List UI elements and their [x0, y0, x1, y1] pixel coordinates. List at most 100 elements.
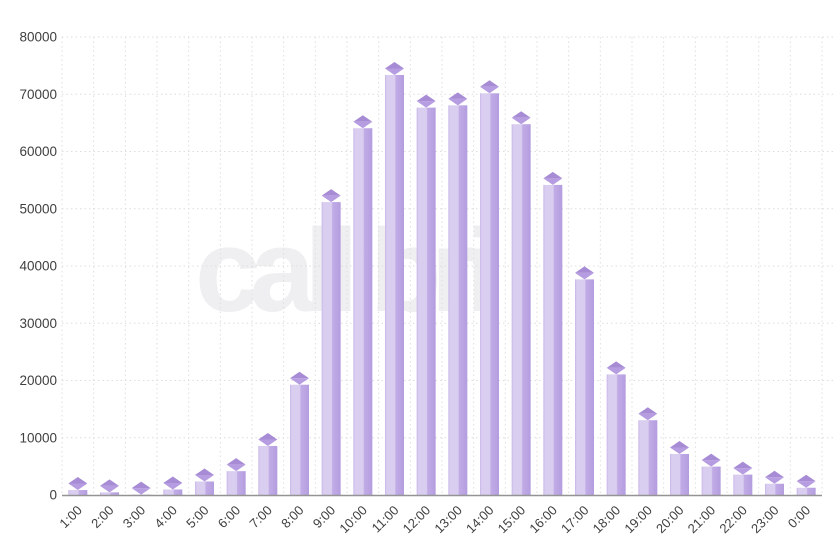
bar-body[interactable]: [321, 202, 341, 495]
bar-cap-bottom[interactable]: [733, 468, 753, 475]
bar-body[interactable]: [480, 93, 499, 496]
bar-3:00[interactable]: [131, 481, 151, 495]
bar-cap-top[interactable]: [765, 470, 784, 478]
bar-22:00[interactable]: [733, 461, 753, 495]
bar-cap-bottom[interactable]: [511, 117, 531, 125]
bar-body[interactable]: [100, 492, 119, 495]
bar-14:00[interactable]: [480, 80, 499, 496]
bar-cap-bottom[interactable]: [163, 482, 183, 490]
bar-cap-bottom[interactable]: [321, 195, 341, 203]
bar-0:00[interactable]: [796, 474, 816, 495]
bar-cap-top[interactable]: [321, 189, 341, 196]
bar-cap-bottom[interactable]: [290, 378, 309, 385]
bar-body[interactable]: [638, 420, 658, 495]
y-tick-label: 70000: [19, 87, 57, 102]
bar-12:00[interactable]: [416, 94, 436, 496]
bar-body[interactable]: [258, 445, 278, 495]
bar-body[interactable]: [448, 105, 468, 495]
bar-cap-bottom[interactable]: [638, 413, 658, 421]
x-tick-label: 11:00: [369, 503, 402, 536]
bar-23:00[interactable]: [765, 470, 784, 495]
bar-cap-top[interactable]: [543, 171, 563, 179]
bar-15:00[interactable]: [511, 111, 531, 495]
bar-cap-top[interactable]: [290, 371, 309, 379]
bar-cap-top[interactable]: [163, 476, 183, 483]
bar-cap-bottom[interactable]: [131, 488, 151, 495]
bar-cap-bottom[interactable]: [100, 485, 119, 493]
bar-cap-bottom[interactable]: [448, 98, 468, 106]
bar-cap-top[interactable]: [258, 432, 278, 440]
bar-body[interactable]: [416, 107, 436, 496]
bar-cap-top[interactable]: [575, 266, 594, 273]
bar-body[interactable]: [163, 489, 183, 495]
bar-cap-bottom[interactable]: [701, 460, 721, 467]
x-tick-label: 3:00: [120, 503, 149, 532]
bar-6:00[interactable]: [226, 458, 246, 495]
bar-cap-bottom[interactable]: [543, 178, 563, 185]
bar-body[interactable]: [796, 487, 816, 495]
bar-cap-top[interactable]: [131, 481, 151, 489]
y-tick-label: 50000: [19, 201, 57, 216]
bar-body[interactable]: [670, 453, 689, 495]
bar-cap-bottom[interactable]: [480, 86, 499, 94]
bar-1:00[interactable]: [68, 477, 88, 495]
bar-cap-bottom[interactable]: [670, 447, 689, 454]
bar-body[interactable]: [606, 374, 626, 495]
bar-body[interactable]: [765, 483, 784, 495]
bar-cap-top[interactable]: [448, 92, 468, 99]
bar-body[interactable]: [290, 384, 309, 495]
bar-body[interactable]: [226, 471, 246, 495]
bar-cap-bottom[interactable]: [68, 483, 88, 491]
bar-cap-bottom[interactable]: [195, 474, 214, 482]
bar-cap-bottom[interactable]: [385, 68, 404, 75]
bar-18:00[interactable]: [606, 361, 626, 495]
bar-body[interactable]: [385, 74, 404, 496]
bar-2:00[interactable]: [100, 479, 119, 495]
bar-8:00[interactable]: [290, 371, 309, 495]
bar-cap-top[interactable]: [480, 80, 499, 87]
bar-cap-top[interactable]: [68, 477, 88, 484]
bar-cap-top[interactable]: [416, 94, 436, 102]
bar-cap-bottom[interactable]: [765, 477, 784, 484]
bar-20:00[interactable]: [670, 440, 689, 495]
bar-10:00[interactable]: [353, 115, 373, 496]
bar-cap-bottom[interactable]: [416, 101, 436, 108]
bar-16:00[interactable]: [543, 171, 563, 495]
bar-cap-bottom[interactable]: [353, 121, 373, 129]
bar-body[interactable]: [195, 481, 214, 495]
bar-cap-top[interactable]: [796, 474, 816, 482]
bar-19:00[interactable]: [638, 407, 658, 495]
bar-cap-top[interactable]: [638, 407, 658, 414]
bar-9:00[interactable]: [321, 189, 341, 495]
bar-7:00[interactable]: [258, 432, 278, 495]
bar-body[interactable]: [733, 474, 753, 495]
bar-body[interactable]: [575, 279, 594, 495]
bar-cap-bottom[interactable]: [796, 481, 816, 488]
bar-cap-top[interactable]: [226, 458, 246, 465]
bar-cap-top[interactable]: [195, 468, 214, 475]
bar-4:00[interactable]: [163, 476, 183, 495]
bar-cap-top[interactable]: [353, 115, 373, 122]
bar-cap-top[interactable]: [733, 461, 753, 469]
bar-cap-top[interactable]: [385, 61, 404, 69]
bar-body[interactable]: [511, 124, 531, 495]
bar-body[interactable]: [543, 184, 563, 495]
bar-cap-top[interactable]: [100, 479, 119, 486]
bar-cap-top[interactable]: [670, 440, 689, 448]
bar-cap-top[interactable]: [606, 361, 626, 368]
bar-body[interactable]: [353, 128, 373, 496]
bar-cap-bottom[interactable]: [575, 272, 594, 280]
bar-5:00[interactable]: [195, 468, 214, 495]
bar-cap-top[interactable]: [701, 453, 721, 461]
x-tick-label: 0:00: [785, 503, 814, 532]
bar-cap-bottom[interactable]: [258, 439, 278, 446]
bar-body[interactable]: [68, 490, 88, 495]
bar-body[interactable]: [701, 466, 721, 495]
bar-cap-bottom[interactable]: [226, 464, 246, 472]
bar-11:00[interactable]: [385, 61, 404, 496]
bar-cap-top[interactable]: [511, 111, 531, 118]
bar-13:00[interactable]: [448, 92, 468, 495]
bar-21:00[interactable]: [701, 453, 721, 495]
bar-cap-bottom[interactable]: [606, 367, 626, 375]
bar-17:00[interactable]: [575, 266, 594, 495]
